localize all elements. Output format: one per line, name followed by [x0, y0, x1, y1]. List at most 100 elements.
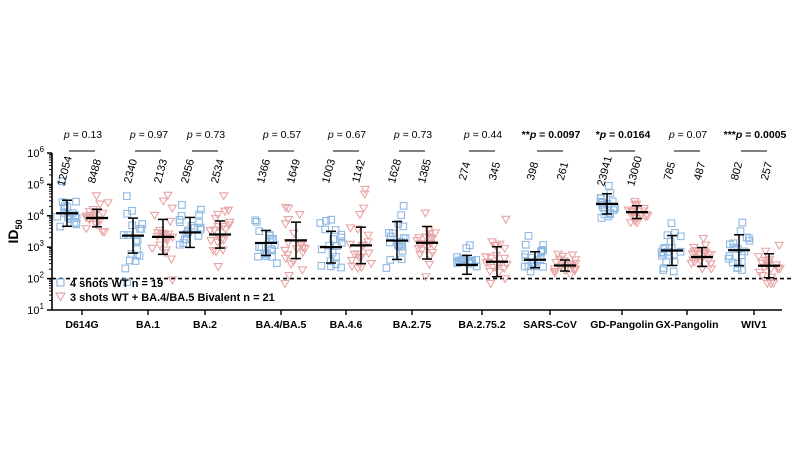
data-point-square — [61, 201, 69, 210]
data-point-square — [321, 225, 330, 234]
p-value-label: p = 0.73 — [186, 129, 225, 141]
data-point-triangle — [358, 204, 369, 214]
p-value-label: p = 0.07 — [668, 129, 707, 141]
data-point-triangle — [223, 206, 234, 216]
data-point-square — [662, 258, 671, 266]
data-point-square — [327, 215, 336, 224]
data-point-triangle — [83, 215, 94, 224]
data-point-square — [659, 266, 668, 274]
data-point-triangle — [499, 254, 510, 264]
data-point-square — [133, 236, 142, 245]
data-point-triangle — [205, 237, 216, 246]
data-point-square — [667, 219, 676, 228]
data-point-square — [472, 262, 481, 271]
data-point-square — [316, 219, 324, 227]
data-point-triangle — [147, 244, 158, 254]
y-tick-label: 106 — [27, 145, 44, 160]
p-value-label: p = 0.13 — [63, 129, 102, 141]
data-point-triangle — [430, 229, 441, 238]
geometric-mean-label: 13060 — [625, 155, 645, 188]
data-point-square — [268, 246, 276, 255]
data-point-triangle — [218, 192, 229, 201]
x-tick-label: BA.2.75 — [393, 319, 432, 331]
geometric-mean-label: 487 — [692, 161, 708, 182]
data-point-square — [263, 249, 271, 257]
data-point-triangle — [161, 246, 172, 255]
data-point-triangle — [757, 271, 768, 281]
data-point-triangle — [213, 263, 224, 272]
data-point-square — [744, 234, 753, 243]
data-point-triangle — [280, 203, 291, 213]
data-point-triangle — [494, 240, 505, 250]
geometric-mean-label: 1385 — [416, 158, 434, 185]
data-point-square — [724, 254, 733, 263]
y-axis-label: ID50 — [5, 219, 24, 243]
data-point-triangle — [413, 234, 424, 243]
x-tick-label: GD-Pangolin — [590, 319, 654, 331]
data-point-triangle — [753, 253, 764, 262]
data-point-triangle — [689, 243, 699, 253]
data-point-triangle — [359, 190, 370, 199]
data-point-square — [386, 238, 394, 247]
data-point-triangle — [81, 225, 92, 234]
data-point-triangle — [500, 215, 511, 225]
data-point-square — [273, 259, 281, 268]
data-point-triangle — [760, 256, 771, 266]
geometric-mean-label: 1142 — [350, 158, 368, 184]
data-point-triangle — [165, 217, 176, 227]
data-point-square — [197, 205, 205, 214]
data-point-square — [178, 201, 186, 209]
x-tick-label: SARS-CoV — [523, 319, 577, 331]
data-point-triangle — [491, 241, 502, 251]
geometric-mean-label: 12054 — [55, 155, 75, 188]
data-point-triangle — [345, 224, 356, 233]
data-point-triangle — [425, 252, 436, 261]
geometric-mean-label: 257 — [759, 161, 775, 182]
data-point-triangle — [224, 221, 235, 230]
data-point-square — [539, 246, 547, 254]
p-value-label: *p = 0.0164 — [596, 129, 651, 141]
legend-label: 4 shots WT n = 19 — [70, 278, 163, 290]
data-point-triangle — [415, 240, 426, 249]
data-point-triangle — [485, 279, 496, 289]
x-tick-label: BA.4/BA.5 — [256, 319, 307, 331]
data-point-triangle — [703, 251, 714, 260]
data-point-square — [332, 252, 340, 261]
data-point-triangle — [700, 241, 711, 251]
geometric-mean-label: 398 — [525, 161, 541, 182]
data-point-square — [745, 236, 754, 245]
data-point-square — [123, 278, 131, 287]
data-point-triangle — [219, 207, 230, 217]
data-point-triangle — [167, 204, 178, 214]
data-point-square — [58, 177, 67, 186]
data-point-square — [610, 204, 619, 213]
legend-marker-triangle — [54, 292, 67, 302]
data-point-square — [270, 241, 279, 249]
data-point-square — [399, 222, 408, 231]
x-tick-label: BA.2.75.2 — [458, 319, 505, 331]
data-point-square — [399, 202, 408, 210]
data-point-triangle — [95, 200, 105, 209]
x-tick-label: WIV1 — [741, 319, 767, 331]
data-point-square — [255, 243, 263, 251]
y-axis: 101 102 103 104 105 106 ID50 — [5, 145, 53, 317]
data-point-square — [72, 197, 80, 206]
data-point-triangle — [424, 260, 435, 270]
data-point-square — [128, 221, 136, 230]
data-point-triangle — [570, 260, 581, 269]
data-point-square — [260, 250, 269, 259]
p-value-label: p = 0.97 — [129, 129, 168, 141]
legend-label: 3 shots WT + BA.4/BA.5 Bivalent n = 21 — [70, 292, 275, 304]
geometric-mean-label: 802 — [729, 161, 745, 182]
data-point-triangle — [427, 234, 438, 244]
geometric-mean-label: 1628 — [386, 158, 404, 185]
data-point-square — [252, 218, 261, 226]
data-point-square — [195, 210, 203, 219]
data-point-triangle — [91, 221, 102, 230]
data-point-triangle — [762, 279, 773, 289]
data-point-triangle — [632, 219, 642, 228]
data-point-square — [729, 239, 738, 248]
data-point-triangle — [481, 259, 491, 268]
data-point-square — [736, 227, 745, 235]
